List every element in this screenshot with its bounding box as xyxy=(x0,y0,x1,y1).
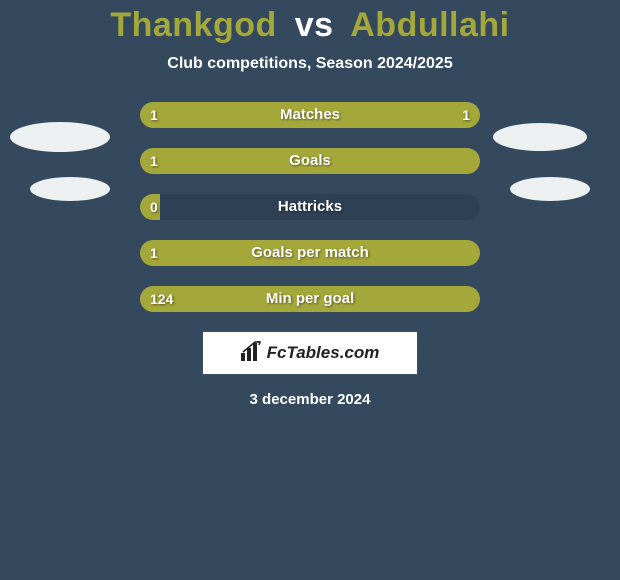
logo-bars-icon xyxy=(241,341,263,366)
stat-row: 124Min per goal xyxy=(0,285,620,313)
stat-label: Goals per match xyxy=(140,240,480,266)
snapshot-date: 3 december 2024 xyxy=(0,391,620,408)
stat-label: Hattricks xyxy=(140,194,480,220)
stat-label: Min per goal xyxy=(140,286,480,312)
stats-comparison: 11Matches 1Goals 0Hattricks 1Goals per matc… xyxy=(0,101,620,313)
logo-box: FcTables.com xyxy=(202,331,418,375)
stat-label: Goals xyxy=(140,148,480,174)
subtitle: Club competitions, Season 2024/2025 xyxy=(0,55,620,73)
player-right-name: Abdullahi xyxy=(350,6,509,44)
stat-row: 1Goals xyxy=(0,147,620,175)
player-left-name: Thankgod xyxy=(110,6,276,44)
stat-row: 0Hattricks xyxy=(0,193,620,221)
title-vs: vs xyxy=(295,6,334,44)
stat-row: 1Goals per match xyxy=(0,239,620,267)
page-title: Thankgod vs Abdullahi xyxy=(0,0,620,45)
stat-row: 11Matches xyxy=(0,101,620,129)
stat-label: Matches xyxy=(140,102,480,128)
logo-text: FcTables.com xyxy=(267,343,380,363)
